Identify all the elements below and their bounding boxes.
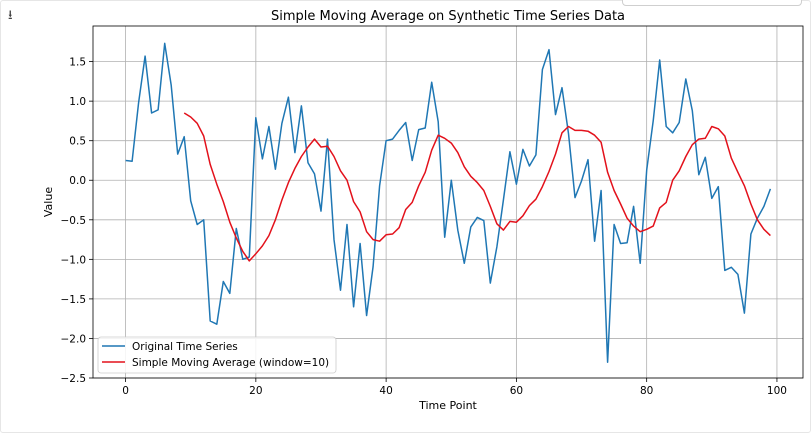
x-tick-label: 100 <box>767 385 787 397</box>
expand-icon[interactable]: ⭳ <box>8 8 13 23</box>
axes-frame <box>92 25 804 379</box>
y-tick-label: −1.0 <box>61 254 87 266</box>
y-tick-label: −0.5 <box>61 215 87 227</box>
legend-box <box>97 336 337 374</box>
y-tick-label: −2.5 <box>61 373 87 385</box>
x-tick-label: 20 <box>249 385 262 397</box>
grid-lines <box>93 26 803 379</box>
x-ticks: 0 20 40 60 80 100 <box>122 378 787 397</box>
x-tick-label: 60 <box>510 385 523 397</box>
legend: Original Time Series Simple Moving Avera… <box>97 336 337 374</box>
x-tick-label: 40 <box>379 385 392 397</box>
y-tick-label: −2.0 <box>61 333 87 345</box>
x-tick-label: 0 <box>122 385 129 397</box>
y-axis-label: Value <box>42 187 55 217</box>
plot-series <box>125 42 772 363</box>
x-axis-label: Time Point <box>418 399 477 412</box>
chart-title: Simple Moving Average on Synthetic Time … <box>271 9 625 24</box>
y-tick-label: 1.5 <box>69 57 86 69</box>
y-tick-label: 0.5 <box>69 136 86 148</box>
legend-label-sma: Simple Moving Average (window=10) <box>132 357 329 369</box>
series-line-original <box>125 42 772 363</box>
legend-label-original: Original Time Series <box>132 341 238 353</box>
y-tick-label: 0.0 <box>69 175 86 187</box>
y-tick-label: −1.5 <box>61 294 87 306</box>
y-ticks: −2.5 −2.0 −1.5 −1.0 −0.5 0.0 0.5 1.0 1.5 <box>61 57 93 385</box>
x-tick-label: 80 <box>640 385 653 397</box>
y-tick-label: 1.0 <box>69 96 86 108</box>
series-line-sma <box>183 112 771 262</box>
toolbar-chip[interactable] <box>622 0 802 6</box>
